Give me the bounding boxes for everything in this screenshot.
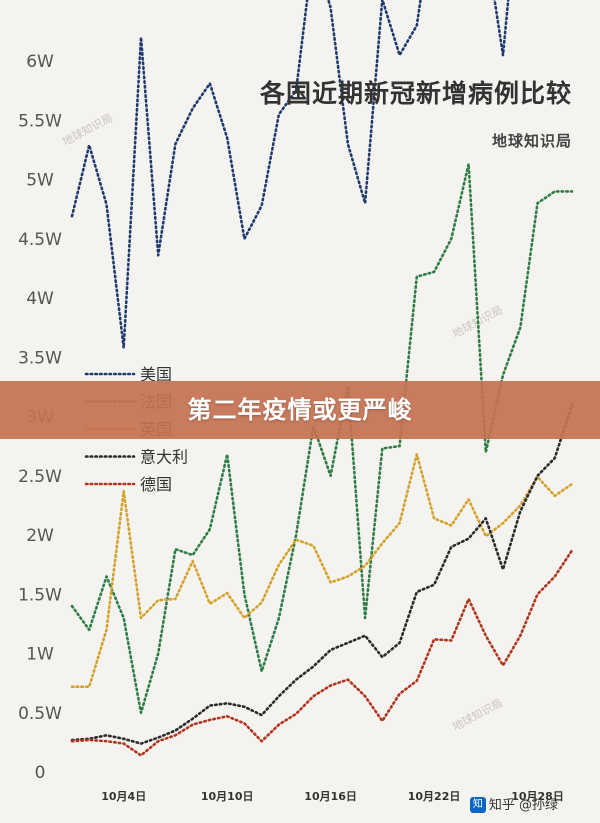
y-tick-label: 4.5W	[18, 230, 62, 250]
x-tick-label: 10月10日	[201, 790, 254, 803]
zhihu-logo-icon: 知	[469, 797, 486, 813]
series-line-英国	[70, 453, 574, 689]
chart-title: 各国近期新冠新增病例比较	[259, 79, 572, 108]
headline-text: 第二年疫情或更严峻	[187, 396, 413, 424]
series-line-意大利	[70, 403, 574, 745]
series-line-德国	[70, 549, 574, 757]
y-tick-label: 2W	[26, 526, 54, 546]
series-lines	[70, 0, 574, 757]
watermark-text: 地球知识局	[60, 110, 115, 148]
watermark-text: 地球知识局	[450, 695, 505, 733]
y-tick-label: 0.5W	[18, 704, 62, 724]
x-tick-label: 10月28日	[511, 790, 564, 803]
y-tick-label: 6W	[26, 52, 54, 72]
headline-banner: 第二年疫情或更严峻	[0, 381, 600, 439]
x-axis: 10月4日 10月10日 10月16日 10月22日 10月28日	[101, 790, 564, 803]
y-tick-label: 5.5W	[18, 111, 62, 131]
footer-credit: 知知乎 @孙绿	[469, 794, 558, 813]
y-tick-label: 4W	[26, 289, 54, 309]
y-tick-label: 1W	[26, 645, 54, 665]
x-tick-label: 10月4日	[101, 790, 146, 803]
y-tick-label: 3.5W	[18, 348, 62, 368]
legend-label: 意大利	[140, 448, 188, 467]
series-line-法国	[70, 162, 574, 715]
y-tick-label: 5W	[26, 171, 54, 191]
legend-label: 美国	[140, 365, 172, 384]
y-tick-label: 2.5W	[18, 467, 62, 487]
series-line-美国	[70, 0, 510, 350]
x-tick-label: 10月22日	[408, 790, 461, 803]
chart-subtitle: 地球知识局	[492, 132, 572, 150]
x-tick-label: 10月16日	[304, 790, 357, 803]
y-tick-label: 0	[35, 763, 46, 783]
footer-author: 知乎 @孙绿	[488, 797, 558, 813]
legend-label: 德国	[140, 475, 172, 494]
y-tick-label: 1.5W	[18, 585, 62, 605]
